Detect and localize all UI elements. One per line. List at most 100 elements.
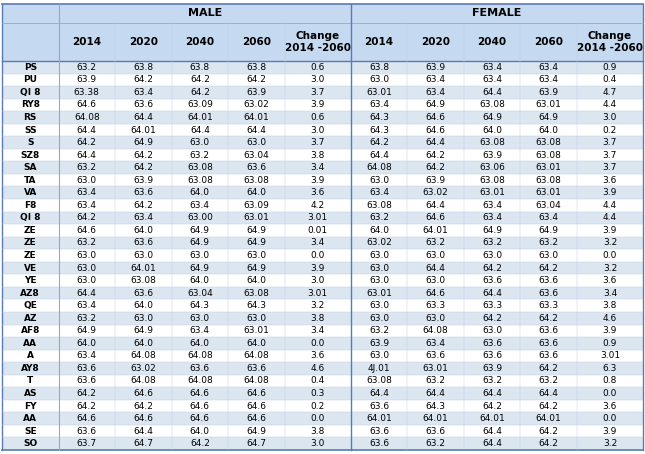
Bar xyxy=(521,400,577,412)
Text: SS: SS xyxy=(24,125,37,134)
Bar xyxy=(172,375,228,387)
Text: A: A xyxy=(26,351,34,360)
Text: 64.4: 64.4 xyxy=(482,439,502,448)
Bar xyxy=(2,199,59,212)
Bar xyxy=(59,425,115,438)
Text: Change
2014 -2060: Change 2014 -2060 xyxy=(284,31,351,53)
Text: 64.08: 64.08 xyxy=(366,163,392,172)
Text: 63.6: 63.6 xyxy=(77,427,97,436)
Text: 63.0: 63.0 xyxy=(77,176,97,185)
Text: AA: AA xyxy=(23,414,37,423)
Text: AY8: AY8 xyxy=(21,364,39,373)
Text: 63.2: 63.2 xyxy=(77,63,97,72)
Bar xyxy=(228,136,284,149)
Text: 63.0: 63.0 xyxy=(369,351,389,360)
Text: 64.2: 64.2 xyxy=(134,151,154,160)
Text: 2060: 2060 xyxy=(534,37,563,47)
Bar xyxy=(2,74,59,86)
Text: 3.9: 3.9 xyxy=(602,188,617,197)
Bar xyxy=(115,74,172,86)
Bar xyxy=(407,174,464,187)
Text: 64.9: 64.9 xyxy=(134,138,154,147)
Text: 0.01: 0.01 xyxy=(308,226,328,235)
Text: 64.7: 64.7 xyxy=(134,439,154,448)
Text: 63.4: 63.4 xyxy=(539,213,559,222)
Text: 63.6: 63.6 xyxy=(539,351,559,360)
Text: 63.08: 63.08 xyxy=(243,289,269,298)
Text: 64.08: 64.08 xyxy=(243,376,269,385)
Bar xyxy=(172,149,228,161)
Bar xyxy=(172,174,228,187)
Text: 64.4: 64.4 xyxy=(426,264,446,272)
Bar xyxy=(577,274,643,287)
Bar xyxy=(577,412,643,425)
Bar xyxy=(284,412,351,425)
Bar xyxy=(407,350,464,362)
Text: 64.0: 64.0 xyxy=(134,226,154,235)
Text: 64.2: 64.2 xyxy=(190,88,210,97)
Bar xyxy=(521,199,577,212)
Text: 63.4: 63.4 xyxy=(369,100,389,109)
Bar xyxy=(2,400,59,412)
Text: 3.7: 3.7 xyxy=(310,88,325,97)
Bar xyxy=(115,400,172,412)
Bar xyxy=(2,187,59,199)
Text: 3.0: 3.0 xyxy=(310,439,325,448)
Bar xyxy=(351,99,407,111)
Bar xyxy=(172,400,228,412)
Text: 3.9: 3.9 xyxy=(310,176,325,185)
Bar xyxy=(577,387,643,400)
Text: 63.6: 63.6 xyxy=(482,351,502,360)
Bar xyxy=(521,300,577,312)
Text: 64.2: 64.2 xyxy=(539,364,559,373)
Bar xyxy=(2,274,59,287)
Text: 64.6: 64.6 xyxy=(426,125,446,134)
Bar xyxy=(351,74,407,86)
Bar xyxy=(464,438,521,450)
Text: 64.0: 64.0 xyxy=(190,276,210,285)
Bar xyxy=(2,438,59,450)
Text: 63.3: 63.3 xyxy=(426,301,446,310)
Text: 4.7: 4.7 xyxy=(603,88,617,97)
Bar xyxy=(577,187,643,199)
Text: 63.01: 63.01 xyxy=(366,289,392,298)
Bar xyxy=(59,74,115,86)
Bar xyxy=(351,23,407,61)
Bar xyxy=(464,312,521,325)
Bar xyxy=(464,161,521,174)
Text: 63.4: 63.4 xyxy=(426,88,446,97)
Bar xyxy=(521,312,577,325)
Text: 63.6: 63.6 xyxy=(77,364,97,373)
Text: 63.6: 63.6 xyxy=(134,289,154,298)
Bar xyxy=(577,425,643,438)
Bar xyxy=(2,262,59,274)
Bar xyxy=(407,325,464,337)
Text: 64.4: 64.4 xyxy=(246,125,266,134)
Bar xyxy=(521,362,577,375)
Bar xyxy=(577,199,643,212)
Bar xyxy=(172,74,228,86)
Text: 64.9: 64.9 xyxy=(77,326,97,336)
Text: 63.0: 63.0 xyxy=(539,251,559,260)
Bar xyxy=(115,61,172,74)
Bar xyxy=(115,99,172,111)
Bar xyxy=(284,136,351,149)
Text: 64.2: 64.2 xyxy=(482,264,502,272)
Text: ZE: ZE xyxy=(24,238,37,247)
Text: 64.01: 64.01 xyxy=(479,414,505,423)
Text: 4.4: 4.4 xyxy=(603,213,617,222)
Text: 64.9: 64.9 xyxy=(246,226,266,235)
Bar xyxy=(521,99,577,111)
Bar xyxy=(284,312,351,325)
Bar xyxy=(284,61,351,74)
Bar xyxy=(284,438,351,450)
Text: 0.6: 0.6 xyxy=(310,63,325,72)
Text: 64.01: 64.01 xyxy=(130,125,156,134)
Text: 64.2: 64.2 xyxy=(539,264,559,272)
Bar xyxy=(577,337,643,350)
Text: 63.06: 63.06 xyxy=(479,163,505,172)
Text: 3.6: 3.6 xyxy=(310,351,325,360)
Text: 64.01: 64.01 xyxy=(243,113,269,122)
Bar xyxy=(172,161,228,174)
Bar xyxy=(521,149,577,161)
